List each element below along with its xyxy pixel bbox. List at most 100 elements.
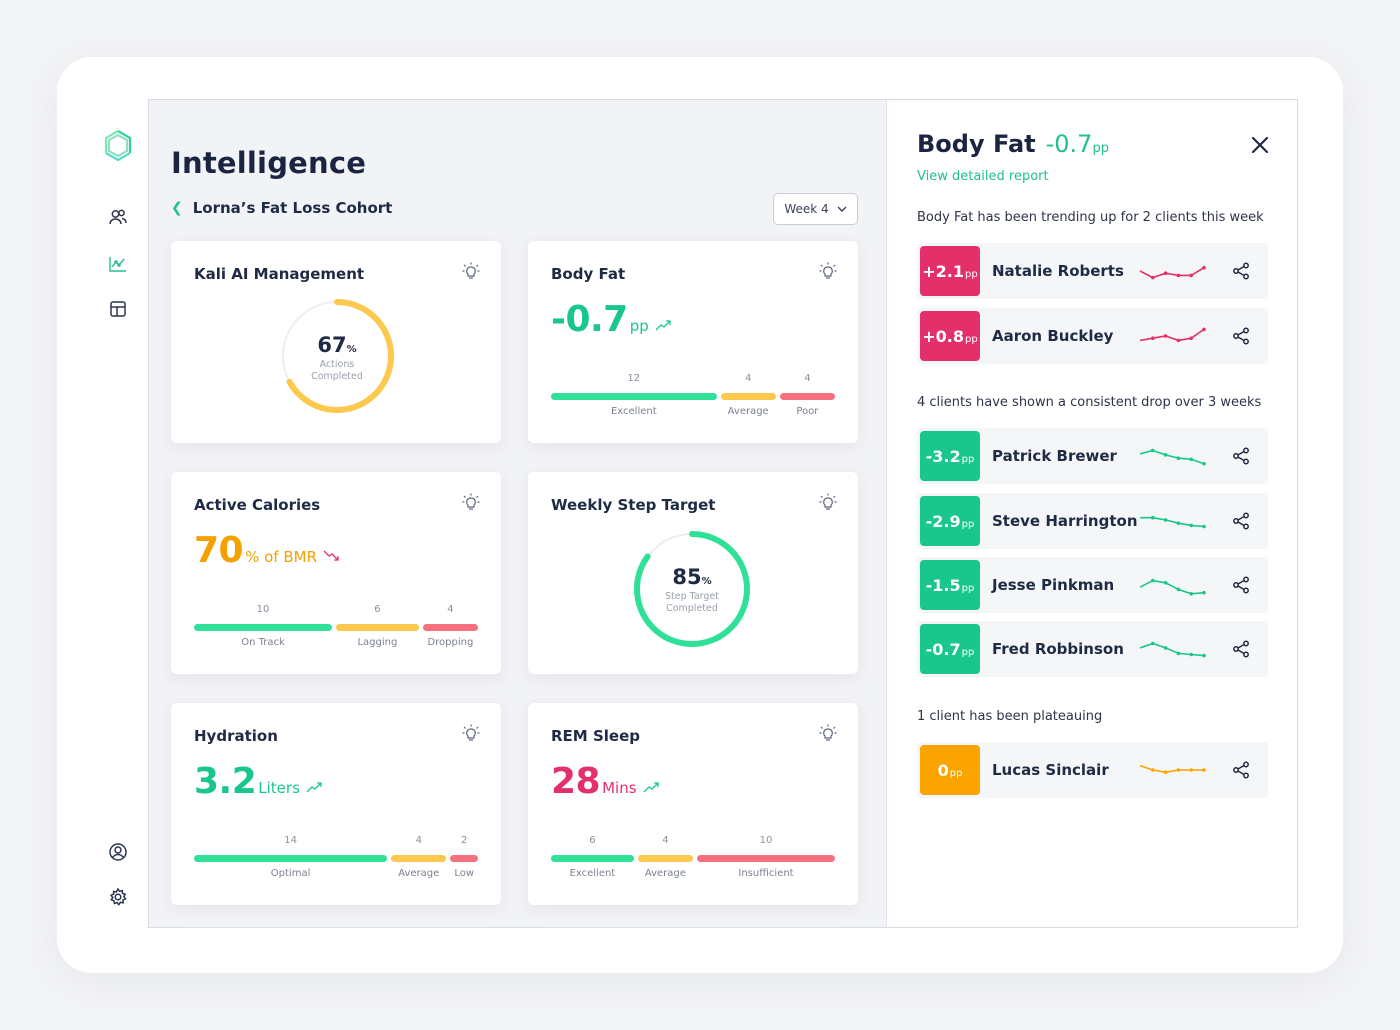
client-name[interactable]: Aaron Buckley — [992, 327, 1114, 345]
gear-icon[interactable] — [95, 884, 141, 910]
card-title: Active Calories — [194, 496, 321, 514]
share-icon[interactable] — [1231, 511, 1251, 531]
panel-unit: pp — [1092, 141, 1109, 156]
close-icon[interactable] — [1250, 135, 1270, 155]
sparkline — [1139, 641, 1206, 658]
sparkline-point — [1202, 768, 1206, 772]
view-report-link[interactable]: View detailed report — [917, 169, 1049, 184]
change-unit: pp — [965, 269, 978, 280]
card-rem-sleep[interactable]: REM Sleep 28 Mins 6 Excellent 4 Average 10 In… — [528, 703, 858, 905]
change-value: +0.8 — [922, 327, 965, 346]
sparkline-point — [1202, 590, 1206, 595]
progress-ring — [280, 299, 394, 413]
change-value: -0.7 — [925, 640, 961, 659]
chart-icon[interactable] — [95, 251, 141, 277]
lightbulb-icon[interactable] — [461, 492, 481, 512]
share-icon[interactable] — [1231, 446, 1251, 466]
users-icon[interactable] — [95, 204, 141, 230]
client-name[interactable]: Lucas Sinclair — [992, 761, 1109, 779]
sparkline-point — [1151, 336, 1155, 340]
bar-segment — [336, 624, 419, 631]
share-icon[interactable] — [1231, 760, 1251, 780]
lightbulb-icon[interactable] — [818, 723, 838, 743]
layout-icon[interactable] — [95, 296, 141, 322]
client-name[interactable]: Natalie Roberts — [992, 262, 1124, 280]
card-title: Hydration — [194, 727, 278, 745]
change-value: -3.2 — [925, 447, 961, 466]
lightbulb-icon[interactable] — [461, 261, 481, 281]
card-kali-ai[interactable]: Kali AI Management 67% Actions Completed — [171, 241, 501, 443]
client-row[interactable]: 0 pp Lucas Sinclair — [917, 742, 1268, 798]
client-row[interactable]: +0.8 pp Aaron Buckley — [917, 308, 1268, 364]
share-icon[interactable] — [1231, 639, 1251, 659]
breadcrumb[interactable]: ❮ Lorna’s Fat Loss Cohort — [171, 199, 392, 217]
card-active-calories[interactable]: Active Calories 70 % of BMR 10 On Track 6 L… — [171, 472, 501, 674]
section-heading: 4 clients have shown a consistent drop o… — [917, 395, 1262, 410]
week-select-value: Week 4 — [784, 202, 829, 216]
sparkline-point — [1151, 578, 1155, 583]
card-body-fat[interactable]: Body Fat -0.7 pp 12 Excellent 4 Average 4 Poo… — [528, 241, 858, 443]
ring-value: 67 — [317, 333, 347, 357]
segment-label: Average — [644, 868, 686, 879]
sparkline-line — [1139, 642, 1205, 657]
metric-value: 3.2 — [194, 761, 257, 802]
segment-label: Poor — [796, 406, 819, 417]
sparkline-point — [1163, 581, 1168, 585]
panel-title-label: Body Fat — [917, 130, 1036, 158]
client-row[interactable]: -3.2 pp Patrick Brewer — [917, 428, 1268, 484]
segment-count: 4 — [804, 373, 811, 384]
change-unit: pp — [961, 454, 975, 465]
section-heading: Body Fat has been trending up for 2 clie… — [917, 210, 1264, 225]
segment-count: 4 — [447, 604, 454, 615]
panel-value: -0.7 — [1045, 130, 1093, 158]
change-value: 0 — [937, 761, 949, 780]
segment-label: Low — [454, 868, 475, 879]
lightbulb-icon[interactable] — [818, 261, 838, 281]
client-name[interactable]: Fred Robbinson — [992, 640, 1124, 658]
change-unit: pp — [949, 768, 963, 779]
sparkline — [1140, 515, 1206, 529]
bar-segment — [637, 855, 693, 862]
client-row[interactable]: -1.5 pp Jesse Pinkman — [917, 557, 1268, 613]
sparkline-point — [1176, 456, 1181, 460]
client-row[interactable]: -2.9 pp Steve Harrington — [917, 493, 1268, 549]
ring-unit: % — [346, 344, 357, 355]
breadcrumb-label: Lorna’s Fat Loss Cohort — [192, 199, 393, 217]
detail-panel: Body Fat -0.7pp View detailed report Bod… — [886, 100, 1297, 927]
segment-count: 10 — [256, 604, 270, 615]
client-name[interactable]: Jesse Pinkman — [992, 576, 1115, 594]
sparkline-line — [1139, 764, 1204, 774]
change-badge: -1.5 pp — [920, 560, 980, 610]
card-step-target[interactable]: Weekly Step Target 85% Step Target Comple… — [528, 472, 858, 674]
share-icon[interactable] — [1231, 326, 1251, 346]
metric-value: 70 — [194, 530, 244, 571]
metric-unit: Liters — [258, 779, 300, 797]
ring-value: 85 — [672, 565, 702, 589]
segment-count: 10 — [759, 835, 773, 846]
share-icon[interactable] — [1231, 261, 1251, 281]
card-hydration[interactable]: Hydration 3.2 Liters 14 Optimal 4 Average 2 L… — [171, 703, 501, 905]
client-row[interactable]: +2.1 pp Natalie Roberts — [917, 243, 1268, 299]
segment-label: Insufficient — [738, 868, 794, 879]
progress-ring — [634, 531, 750, 647]
week-select[interactable]: Week 4 — [773, 193, 858, 225]
bar-segment — [194, 624, 332, 631]
lightbulb-icon[interactable] — [461, 723, 481, 743]
client-row[interactable]: -0.7 pp Fred Robbinson — [917, 621, 1268, 677]
share-icon[interactable] — [1231, 575, 1251, 595]
bar-segment — [551, 855, 634, 862]
segment-label: Lagging — [357, 637, 398, 648]
metric-value: -0.7 — [551, 299, 628, 340]
ring-unit: % — [701, 576, 712, 587]
change-unit: pp — [961, 583, 975, 594]
hexagon-logo-icon[interactable] — [95, 130, 141, 162]
user-circle-icon[interactable] — [95, 839, 141, 865]
ring-sub-2: Completed — [311, 371, 363, 382]
sparkline-point — [1176, 651, 1181, 656]
app-screen: Intelligence ❮ Lorna’s Fat Loss Cohort W… — [148, 99, 1298, 928]
client-name[interactable]: Patrick Brewer — [992, 447, 1117, 465]
chevron-down-icon — [837, 206, 847, 212]
chevron-left-icon[interactable]: ❮ — [171, 200, 183, 216]
lightbulb-icon[interactable] — [818, 492, 838, 512]
client-name[interactable]: Steve Harrington — [992, 512, 1138, 530]
